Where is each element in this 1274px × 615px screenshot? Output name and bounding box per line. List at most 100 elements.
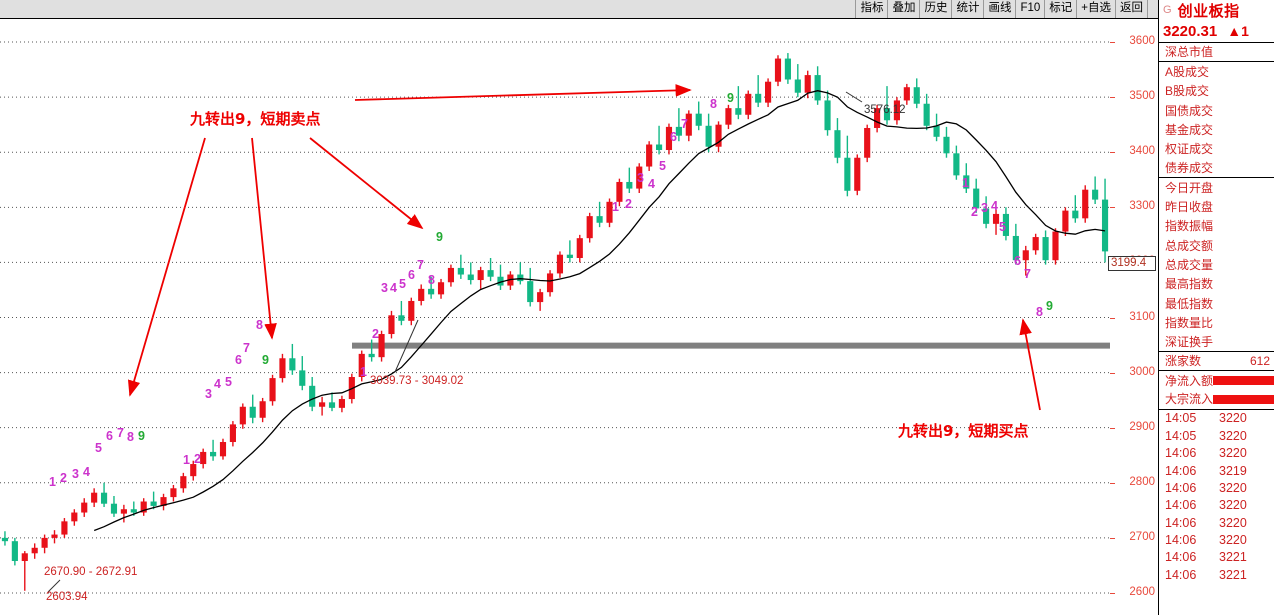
tick-time: 14:06 [1165, 446, 1197, 461]
td-digit: 3 [72, 467, 79, 481]
tick-row[interactable]: 14:05 3220 [1159, 410, 1274, 427]
td-digit: 2 [372, 327, 379, 341]
tick-price: 3221 [1219, 550, 1247, 565]
td-digit: 3 [381, 281, 388, 295]
field-label: 今日开盘 [1165, 180, 1214, 195]
price-axis-tick [1110, 592, 1115, 594]
td-digit: 8 [1036, 305, 1043, 319]
toolbar-history[interactable]: 历史 [919, 0, 952, 18]
field-label: 总成交量 [1165, 257, 1214, 272]
td-digit: 7 [243, 341, 250, 355]
field-label: 净流入额 [1165, 373, 1214, 388]
price-axis-label: 3500 [1129, 90, 1155, 103]
field-label: B股成交 [1165, 84, 1210, 99]
toolbar-add-watchlist[interactable]: +自选 [1076, 0, 1115, 18]
tick-row[interactable]: 14:06 3221 [1159, 549, 1274, 566]
tick-time: 14:06 [1165, 515, 1197, 530]
toolbar-indicator[interactable]: 指标 [855, 0, 888, 18]
field-label: A股成交 [1165, 64, 1210, 79]
tick-row[interactable]: 14:06 3221 [1159, 566, 1274, 583]
td-digit: 7 [681, 117, 688, 131]
td-digit: 9 [727, 91, 734, 105]
td-digit: 7 [417, 258, 424, 272]
candle-series [1, 53, 1109, 591]
quote-panel: G 创业板指 3220.31 ▲1 深总市值 A股成交 B股成交 国债成交 基金成交 权证… [1158, 0, 1274, 615]
td-digit: 5 [225, 375, 232, 389]
tick-row[interactable]: 14:06 3220 [1159, 531, 1274, 548]
price-axis-tick [1110, 207, 1115, 209]
td-digit: 4 [390, 281, 397, 295]
price-axis-label: 3000 [1129, 365, 1155, 378]
quote-field-list: 深总市值 A股成交 B股成交 国债成交 基金成交 权证成交 债券成交 今日开盘 昨日收盘 指数振幅… [1159, 43, 1274, 410]
field-label: 指数量比 [1165, 315, 1214, 330]
price-axis-label: 2700 [1129, 530, 1155, 543]
field-label: 深证换手 [1165, 334, 1214, 349]
field-label: 最低指数 [1165, 296, 1214, 311]
quote-name: 创业板指 [1177, 2, 1240, 20]
toolbar-f10[interactable]: F10 [1015, 0, 1045, 18]
toolbar-statistics[interactable]: 统计 [951, 0, 984, 18]
toolbar-drawline[interactable]: 画线 [983, 0, 1016, 18]
tick-row[interactable]: 14:06 3219 [1159, 462, 1274, 479]
moving-average-line [93, 90, 1106, 532]
current-price-marker: 3199.4 [1108, 255, 1156, 271]
td-digit: 3 [205, 387, 212, 401]
sell-signal-note: 九转出9，短期卖点 [190, 110, 321, 128]
quote-field-shenzhen-total-mktcap: 深总市值 [1159, 43, 1274, 63]
quote-field-total-turnover-volume: 总成交量 [1159, 255, 1274, 274]
toolbar-menu: 指标 叠加 历史 统计 画线 F10 标记 +自选 返回 [855, 0, 1148, 18]
td-digit: 2 [194, 452, 201, 466]
td-digit: 2 [625, 197, 632, 211]
annotation-arrow [251, 137, 277, 340]
quote-field-treasury-turnover: 国债成交 [1159, 101, 1274, 120]
tick-row[interactable]: 14:06 3220 [1159, 514, 1274, 531]
td-digit: 3 [981, 201, 988, 215]
field-label: 涨家数 [1165, 353, 1202, 368]
tick-price: 3220 [1219, 533, 1247, 548]
td-digit: 4 [214, 377, 221, 391]
price-axis-label: 2600 [1129, 585, 1155, 598]
toolbar-back[interactable]: 返回 [1115, 0, 1148, 18]
tick-price: 3220 [1219, 446, 1247, 461]
tick-price: 3220 [1219, 480, 1247, 495]
tick-list[interactable]: 14:05 3220 14:05 3220 14:06 3220 14:06 3219 14:0… [1159, 410, 1274, 584]
tick-time: 14:06 [1165, 498, 1197, 513]
price-axis-tick [1110, 97, 1115, 99]
quote-change: ▲1 [1227, 23, 1249, 39]
price-axis-label: 3600 [1129, 35, 1155, 48]
td-digit: 8 [428, 273, 435, 287]
tick-row[interactable]: 14:06 3220 [1159, 444, 1274, 461]
tick-row[interactable]: 14:06 3220 [1159, 479, 1274, 496]
field-label: 债券成交 [1165, 160, 1214, 175]
toolbar-mark[interactable]: 标记 [1044, 0, 1077, 18]
price-axis-tick [1110, 42, 1115, 44]
tick-price: 3220 [1219, 428, 1247, 443]
quote-field-b-share-turnover: B股成交 [1159, 82, 1274, 101]
field-label: 基金成交 [1165, 122, 1214, 137]
td-digit: 6 [1014, 254, 1021, 268]
td-digit: 2 [60, 471, 67, 485]
td-digit: 6 [670, 130, 677, 144]
tick-row[interactable]: 14:05 3220 [1159, 427, 1274, 444]
tick-time: 14:05 [1165, 428, 1197, 443]
price-axis-tick [1110, 152, 1115, 154]
quote-header: G 创业板指 [1159, 0, 1274, 20]
tick-row[interactable]: 14:06 3220 [1159, 497, 1274, 514]
quote-field-highest-index: 最高指数 [1159, 275, 1274, 294]
price-axis-tick [1110, 372, 1115, 374]
tick-price: 3220 [1219, 515, 1247, 530]
annotation-arrow [127, 137, 206, 397]
price-axis-tick [1110, 317, 1115, 319]
price-axis-tick [1110, 427, 1115, 429]
td-digit: 1 [183, 453, 190, 467]
tick-price: 3221 [1219, 567, 1247, 582]
toolbar-overlay[interactable]: 叠加 [887, 0, 920, 18]
quote-field-prev-close: 昨日收盘 [1159, 197, 1274, 216]
quote-field-lowest-index: 最低指数 [1159, 294, 1274, 313]
price-axis-label: 2800 [1129, 475, 1155, 488]
quote-field-bond-turnover: 债券成交 [1159, 159, 1274, 179]
annotation-arrows [47, 84, 1041, 593]
